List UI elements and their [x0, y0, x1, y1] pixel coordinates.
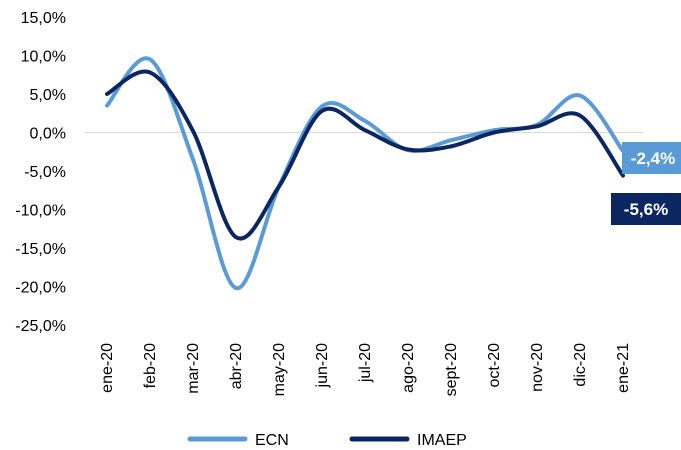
series-line-imaep — [105, 69, 625, 241]
x-tick-label: ago-20 — [400, 343, 417, 393]
data-label-imaep: -5,6% — [624, 200, 668, 219]
series-lines — [105, 56, 625, 291]
y-tick-label: 15,0% — [21, 10, 66, 27]
data-label-box-imaep — [611, 193, 681, 225]
data-label-box-ecn — [622, 142, 681, 174]
x-tick-label: jul-20 — [357, 343, 374, 383]
x-tick-label: sept-20 — [443, 343, 460, 396]
x-tick-label: abr-20 — [228, 343, 245, 389]
y-tick-label: -5,0% — [24, 164, 66, 181]
series-line-ecn — [105, 56, 625, 291]
y-tick-label: -20,0% — [15, 280, 66, 297]
x-tick-label: ene-20 — [99, 343, 116, 393]
x-tick-label: oct-20 — [486, 343, 503, 388]
x-tick-label: nov-20 — [529, 343, 546, 392]
y-tick-label: 10,0% — [21, 49, 66, 66]
x-tick-label: jun-20 — [314, 343, 331, 389]
legend: ECN IMAEP — [187, 432, 467, 449]
y-axis-ticks: 15,0% 10,0% 5,0% 0,0% -5,0% -10,0% -15,0% -20,0… — [15, 10, 66, 335]
data-label-ecn: -2,4% — [631, 149, 675, 168]
x-tick-label: may-20 — [271, 343, 288, 396]
y-tick-label: -25,0% — [15, 318, 66, 335]
y-tick-label: 0,0% — [30, 126, 66, 143]
y-tick-label: 5,0% — [30, 87, 66, 104]
data-labels: -2,4% -5,6% — [611, 142, 681, 225]
x-axis-ticks: ene-20 feb-20 mar-20 abr-20 may-20 jun-20 jul-… — [99, 343, 632, 396]
legend-label-imaep: IMAEP — [417, 432, 467, 449]
x-tick-label: feb-20 — [142, 343, 159, 388]
y-tick-label: -15,0% — [15, 241, 66, 258]
y-tick-label: -10,0% — [15, 203, 66, 220]
x-tick-label: mar-20 — [185, 343, 202, 394]
x-tick-label: dic-20 — [572, 343, 589, 387]
legend-label-ecn: ECN — [255, 432, 289, 449]
x-tick-label: ene-21 — [615, 343, 632, 393]
